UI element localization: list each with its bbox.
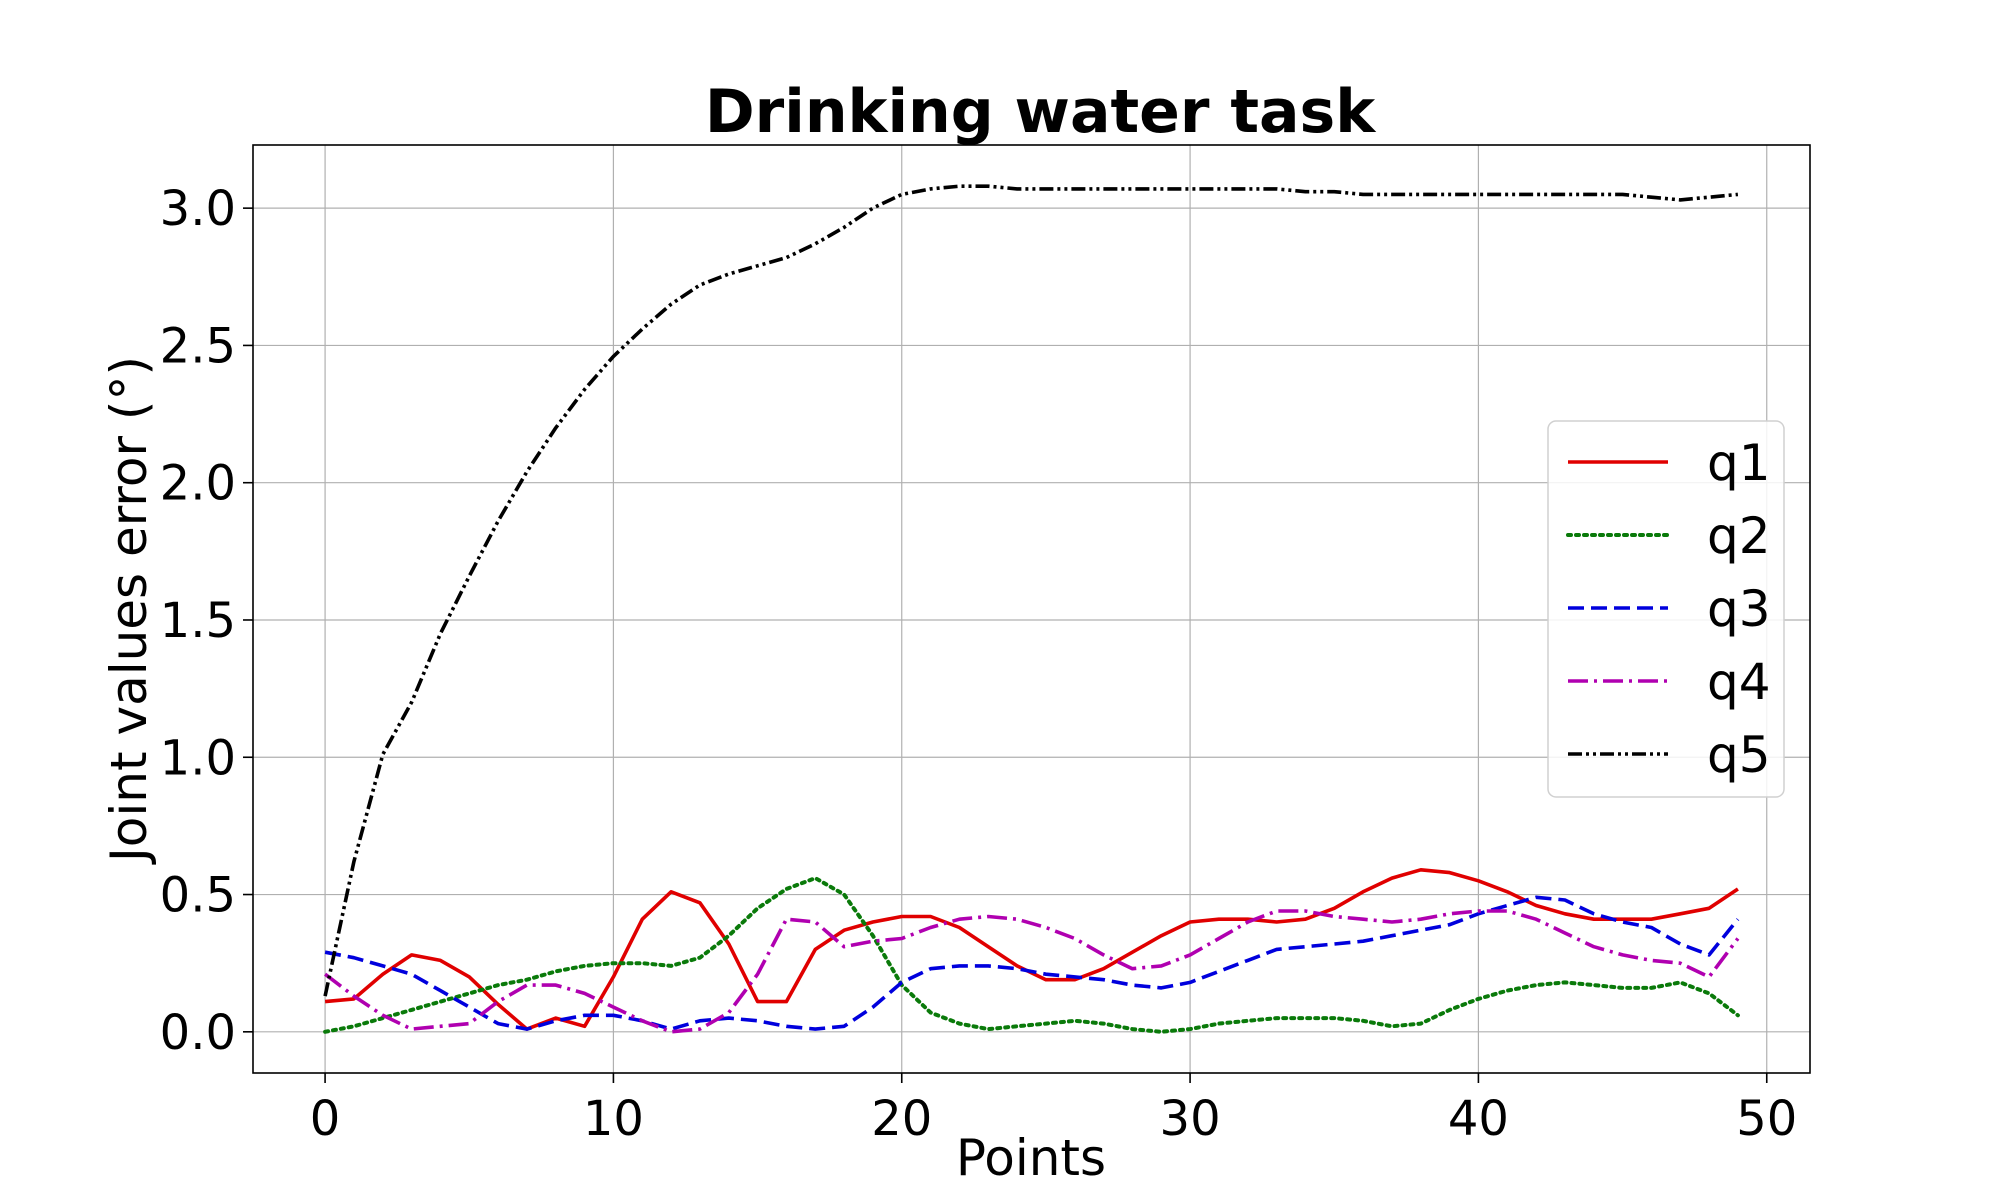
- x-tick-label: 50: [1736, 1091, 1797, 1147]
- y-tick-label: 2.5: [160, 318, 236, 374]
- series-line-q4: [324, 909, 1740, 1034]
- y-axis: 0.0 0.5 1.0 1.5 2.0 2.5 3.0: [160, 181, 253, 1061]
- y-tick-label: 0.5: [160, 868, 236, 924]
- y-axis-label: Joint values error (°): [100, 356, 158, 865]
- series-line-q3: [324, 895, 1740, 1031]
- series-layer: [323, 184, 1740, 1034]
- legend-label-q1: q1: [1707, 434, 1771, 492]
- y-tick-label: 3.0: [160, 181, 236, 237]
- x-axis: 0 10 20 30 40 50: [310, 1073, 1797, 1147]
- legend: q1 q2 q3 q4 q5: [1547, 420, 1785, 798]
- legend-label-q4: q4: [1707, 653, 1771, 711]
- legend-label-q3: q3: [1707, 580, 1771, 638]
- y-tick-label: 0.0: [160, 1005, 236, 1061]
- x-tick-label: 30: [1160, 1091, 1221, 1147]
- x-tick-label: 20: [871, 1091, 932, 1147]
- series-line-q5: [323, 184, 1739, 997]
- x-axis-label: Points: [956, 1129, 1106, 1187]
- legend-label-q2: q2: [1707, 507, 1771, 565]
- x-tick-label: 0: [310, 1091, 341, 1147]
- series-line-q2: [323, 876, 1740, 1034]
- y-tick-label: 2.0: [160, 456, 236, 512]
- x-tick-label: 40: [1448, 1091, 1509, 1147]
- legend-label-q5: q5: [1707, 726, 1771, 784]
- plot-frame: [252, 144, 1811, 1074]
- y-tick-label: 1.5: [160, 593, 236, 649]
- x-tick-label: 10: [583, 1091, 644, 1147]
- chart-title: Drinking water task: [705, 77, 1377, 147]
- y-tick-label: 1.0: [160, 730, 236, 786]
